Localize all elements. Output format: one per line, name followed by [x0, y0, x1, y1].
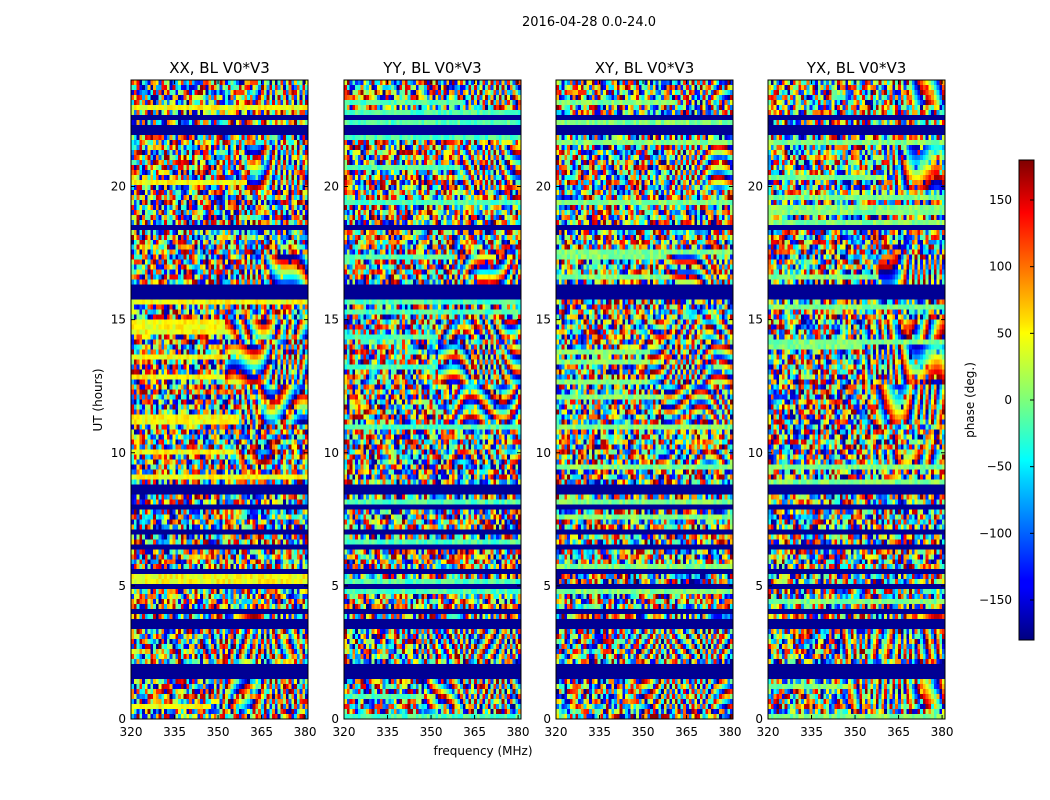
colorbar-ticks: −150 −100 −50 0 50 100 150: [979, 193, 1034, 607]
y-tick-label: 5: [755, 579, 763, 593]
phase-heatmap-yx: [768, 80, 945, 719]
x-tick-label: 350: [632, 725, 655, 739]
x-tick-label: 365: [250, 725, 273, 739]
y-tick-label: 0: [118, 712, 126, 726]
x-tick-label: 350: [844, 725, 867, 739]
colorbar: −150 −100 −50 0 50 100 150 phase (deg.): [963, 159, 1035, 641]
x-tick-label: 320: [333, 725, 356, 739]
y-tick-label: 5: [331, 579, 339, 593]
y-tick-label: 10: [324, 446, 339, 460]
y-tick-label: 20: [324, 180, 339, 194]
y-axis-label: UT (hours): [91, 368, 105, 431]
y-tick-label: 20: [536, 180, 551, 194]
x-tick-label: 380: [931, 725, 954, 739]
y-tick-label: 15: [536, 313, 551, 327]
x-tick-label: 335: [588, 725, 611, 739]
figure-title: 2016-04-28 0.0-24.0: [522, 15, 656, 30]
x-tick-label: 380: [719, 725, 742, 739]
colorbar-tick-label: −100: [979, 526, 1012, 540]
colorbar-tick-label: 50: [997, 326, 1012, 340]
panel-title: YX, BL V0*V3: [806, 59, 907, 77]
colorbar-tick-label: −50: [987, 460, 1012, 474]
y-tick-label: 15: [111, 313, 126, 327]
x-tick-label: 335: [163, 725, 186, 739]
panel-title: XX, BL V0*V3: [169, 59, 270, 77]
y-tick-label: 5: [118, 579, 126, 593]
colorbar-tick-label: −150: [979, 593, 1012, 607]
y-tick-label: 15: [324, 313, 339, 327]
panel-yx: YX, BL V0*V3 320 335 350 365 380 0 5 10 15 20: [748, 59, 954, 739]
panel-frame: [555, 79, 734, 720]
colorbar-label: phase (deg.): [963, 362, 977, 438]
panel-xy: XY, BL V0*V3 320 335 350 365 380 0 5 10 15 20: [536, 59, 742, 739]
panel-title: YY, BL V0*V3: [382, 59, 481, 77]
y-tick-label: 10: [111, 446, 126, 460]
y-tick-label: 15: [748, 313, 763, 327]
x-tick-label: 365: [675, 725, 698, 739]
colorbar-tick-label: 100: [989, 260, 1012, 274]
y-tick-label: 20: [748, 180, 763, 194]
panel-frame: [130, 79, 309, 720]
panel-xx: XX, BL V0*V3 320 335 350 365 380 0 5 10 15 20: [111, 59, 317, 739]
x-axis-label: frequency (MHz): [433, 744, 532, 758]
x-tick-label: 350: [420, 725, 443, 739]
panel-title: XY, BL V0*V3: [595, 59, 695, 77]
x-tick-label: 335: [800, 725, 823, 739]
x-tick-label: 320: [545, 725, 568, 739]
x-tick-label: 320: [757, 725, 780, 739]
x-tick-label: 320: [120, 725, 143, 739]
phase-heatmap-yy: [344, 80, 521, 719]
phase-heatmap-xy: [556, 80, 733, 719]
y-tick-label: 20: [111, 180, 126, 194]
y-tick-label: 10: [748, 446, 763, 460]
x-tick-label: 365: [463, 725, 486, 739]
phase-heatmap-xx: [131, 80, 308, 719]
colorbar-tick-label: 0: [1004, 393, 1012, 407]
colorbar-tick-label: 150: [989, 193, 1012, 207]
y-tick-label: 0: [755, 712, 763, 726]
y-tick-label: 0: [331, 712, 339, 726]
x-tick-label: 380: [294, 725, 317, 739]
x-tick-label: 350: [207, 725, 230, 739]
y-tick-label: 10: [536, 446, 551, 460]
y-tick-label: 5: [543, 579, 551, 593]
panel-frame: [343, 79, 522, 720]
x-tick-label: 365: [887, 725, 910, 739]
x-tick-label: 335: [376, 725, 399, 739]
panel-yy: YY, BL V0*V3 320 335 350 365 380 0 5 10 15 20: [324, 59, 530, 739]
panel-frame: [767, 79, 946, 720]
y-tick-label: 0: [543, 712, 551, 726]
x-tick-label: 380: [507, 725, 530, 739]
